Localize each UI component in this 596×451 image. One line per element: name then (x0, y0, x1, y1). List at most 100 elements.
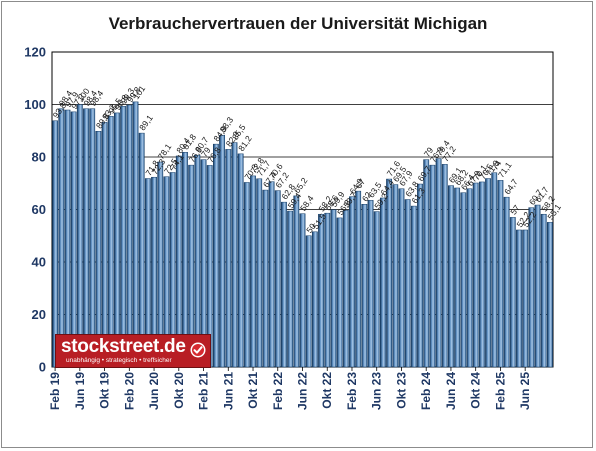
bar (83, 108, 89, 368)
bar (76, 104, 83, 368)
logo-name: stockstreet.de (61, 336, 186, 357)
bar (522, 229, 529, 368)
bar (386, 178, 393, 368)
bar (132, 101, 139, 368)
x-axis: Feb 19 Jun 19 Okt 19 Feb 20 Jun 20 Okt 20 Feb … (48, 367, 532, 410)
bar (126, 104, 133, 368)
bar (509, 217, 516, 368)
bar (435, 158, 442, 368)
bar (311, 231, 318, 368)
x-tick-label: Jun 23 (370, 372, 384, 410)
bar (299, 213, 306, 368)
bar (349, 196, 355, 368)
bar (466, 188, 473, 368)
bar (472, 182, 479, 368)
x-tick-label: Feb 23 (345, 372, 359, 410)
bar (336, 217, 343, 368)
bar (52, 120, 59, 368)
bar (250, 175, 256, 368)
bar (281, 201, 287, 368)
bar (540, 213, 547, 368)
logo-tagline: unabhängig • strategisch • treffsicher (66, 357, 172, 364)
bar (107, 116, 114, 368)
x-tick-label: Feb 22 (271, 372, 285, 410)
bar (287, 210, 294, 368)
y-tick-label: 20 (32, 307, 46, 322)
chart-title: Verbrauchervertrauen der Universität Mic… (108, 14, 488, 33)
bar (361, 204, 368, 368)
bar (262, 189, 269, 368)
bar (138, 132, 145, 368)
x-tick-label: Jun 19 (73, 372, 87, 410)
bar (95, 131, 102, 368)
bar (410, 205, 417, 368)
bar (231, 142, 238, 368)
x-tick-label: Jun 20 (147, 372, 161, 410)
x-tick-label: Okt 22 (320, 372, 334, 409)
y-axis: 0 20 40 60 80 100 120 (24, 45, 46, 375)
bar (485, 178, 491, 368)
x-tick-label: Jun 25 (518, 372, 532, 410)
bar (120, 106, 127, 368)
bar (70, 111, 77, 368)
bar (268, 181, 275, 368)
x-tick-label: Jun 22 (296, 372, 310, 410)
y-tick-label: 60 (32, 202, 46, 217)
x-tick-label: Feb 24 (419, 372, 433, 410)
x-tick-label: Feb 21 (197, 372, 211, 410)
bar (516, 229, 522, 368)
bar (373, 211, 380, 368)
bar (101, 122, 108, 368)
bar (546, 222, 553, 368)
bar (212, 143, 219, 368)
x-tick-label: Feb 20 (122, 372, 136, 410)
bar (355, 190, 362, 368)
x-tick-label: Okt 23 (394, 372, 408, 409)
y-tick-label: 80 (32, 150, 46, 165)
bar (503, 196, 510, 368)
bar (441, 164, 448, 368)
bar (324, 212, 331, 368)
y-tick-label: 40 (32, 255, 46, 270)
bar (528, 207, 535, 368)
bar (448, 185, 454, 368)
x-tick-label: Okt 19 (98, 372, 112, 409)
x-tick-label: Okt 21 (246, 372, 260, 409)
y-tick-label: 120 (24, 45, 46, 60)
bar (497, 180, 504, 368)
checkmark-icon (190, 342, 206, 358)
stockstreet-logo: stockstreet.de unabhängig • strategisch … (55, 334, 211, 368)
bar (379, 197, 386, 368)
bar (491, 172, 498, 368)
bar (274, 190, 281, 368)
bar (367, 200, 374, 368)
bar (243, 182, 250, 368)
bar (454, 187, 461, 368)
bars (52, 101, 553, 368)
y-tick-label: 0 (39, 360, 46, 375)
bar (293, 195, 300, 368)
x-tick-label: Feb 19 (48, 372, 62, 410)
x-tick-label: Jun 24 (444, 372, 458, 410)
x-tick-label: Okt 24 (469, 372, 483, 409)
x-tick-label: Okt 20 (172, 372, 186, 409)
bar (58, 108, 65, 368)
bar (429, 164, 436, 368)
bar (534, 204, 541, 368)
bar (460, 192, 467, 368)
y-tick-label: 100 (24, 97, 46, 112)
bar (89, 108, 96, 368)
bar (417, 183, 423, 368)
bar (342, 210, 349, 368)
bar (114, 112, 120, 368)
x-tick-label: Jun 21 (221, 372, 235, 410)
bar (237, 153, 244, 368)
bar (305, 235, 312, 368)
bar (330, 209, 337, 368)
x-tick-label: Feb 25 (493, 372, 507, 410)
bar (478, 181, 485, 368)
bar (64, 109, 71, 368)
bar (404, 199, 411, 368)
bar (219, 134, 226, 368)
